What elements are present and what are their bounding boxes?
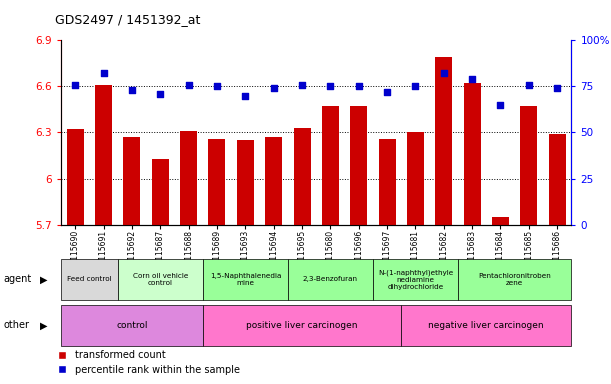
Bar — [521, 106, 537, 225]
Text: negative liver carcinogen: negative liver carcinogen — [428, 321, 544, 330]
Bar — [237, 140, 254, 225]
Text: other: other — [3, 320, 29, 331]
Point — [439, 70, 448, 76]
Bar — [322, 106, 339, 225]
Point — [297, 81, 307, 88]
Point — [524, 81, 533, 88]
Text: Pentachloronitroben
zene: Pentachloronitroben zene — [478, 273, 551, 286]
Bar — [549, 134, 566, 225]
Bar — [265, 137, 282, 225]
Bar — [379, 139, 395, 225]
Bar — [492, 217, 509, 225]
Text: positive liver carcinogen: positive liver carcinogen — [246, 321, 358, 330]
Point — [354, 83, 364, 89]
Bar — [123, 137, 141, 225]
Text: Feed control: Feed control — [67, 276, 112, 282]
Text: 1,5-Naphthalenedia
mine: 1,5-Naphthalenedia mine — [210, 273, 281, 286]
Point — [552, 85, 562, 91]
Text: Corn oil vehicle
control: Corn oil vehicle control — [133, 273, 188, 286]
Bar — [407, 132, 424, 225]
Text: control: control — [116, 321, 148, 330]
Point — [467, 76, 477, 82]
Point — [127, 87, 137, 93]
Point — [326, 83, 335, 89]
Bar — [95, 85, 112, 225]
Text: ▶: ▶ — [40, 274, 48, 285]
Bar — [152, 159, 169, 225]
Bar — [293, 128, 310, 225]
Point — [269, 85, 279, 91]
Point — [496, 102, 505, 108]
Text: ▶: ▶ — [40, 320, 48, 331]
Point — [212, 83, 222, 89]
Point — [411, 83, 420, 89]
Text: GDS2497 / 1451392_at: GDS2497 / 1451392_at — [55, 13, 200, 26]
Legend: transformed count, percentile rank within the sample: transformed count, percentile rank withi… — [54, 346, 244, 379]
Bar — [208, 139, 225, 225]
Point — [184, 81, 194, 88]
Bar — [180, 131, 197, 225]
Text: 2,3-Benzofuran: 2,3-Benzofuran — [303, 276, 358, 282]
Bar — [464, 83, 481, 225]
Bar — [67, 129, 84, 225]
Text: N-(1-naphthyl)ethyle
nediamine
dihydrochloride: N-(1-naphthyl)ethyle nediamine dihydroch… — [378, 269, 453, 290]
Bar — [350, 106, 367, 225]
Point — [382, 89, 392, 95]
Point — [99, 70, 109, 76]
Point — [155, 91, 165, 97]
Point — [70, 81, 80, 88]
Bar — [435, 57, 452, 225]
Text: agent: agent — [3, 274, 31, 285]
Point — [241, 93, 251, 99]
